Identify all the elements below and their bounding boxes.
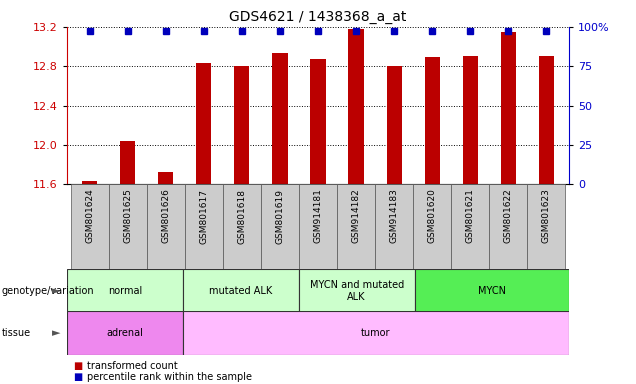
Text: GSM801626: GSM801626 (162, 189, 170, 243)
Bar (183, 269, 299, 313)
Bar (67, 269, 183, 313)
Bar (67, 311, 183, 355)
Bar (425, 57, 440, 184)
Bar (71, 184, 109, 269)
Text: GSM801625: GSM801625 (123, 189, 132, 243)
Text: GSM801624: GSM801624 (85, 189, 94, 243)
Bar (501, 32, 516, 184)
Text: transformed count: transformed count (87, 361, 178, 371)
Text: percentile rank within the sample: percentile rank within the sample (87, 372, 252, 382)
Bar (299, 269, 415, 313)
Text: GSM914181: GSM914181 (314, 189, 322, 243)
Text: GSM914183: GSM914183 (390, 189, 399, 243)
Text: MYCN and mutated
ALK: MYCN and mutated ALK (310, 280, 404, 302)
Text: GSM801622: GSM801622 (504, 189, 513, 243)
Bar (462, 56, 478, 184)
Text: mutated ALK: mutated ALK (209, 286, 272, 296)
Bar (109, 184, 147, 269)
Text: ■: ■ (73, 372, 83, 382)
Text: GSM801623: GSM801623 (542, 189, 551, 243)
Bar (310, 60, 326, 184)
Text: ►: ► (52, 286, 60, 296)
Text: GSM801620: GSM801620 (427, 189, 437, 243)
Bar (337, 184, 375, 269)
Bar (451, 184, 489, 269)
Bar (387, 66, 402, 184)
Bar (183, 311, 569, 355)
Text: ■: ■ (73, 361, 83, 371)
Bar (158, 172, 174, 184)
Bar (234, 66, 249, 184)
Bar (120, 141, 135, 184)
Bar (196, 63, 211, 184)
Bar (82, 181, 97, 184)
Text: GSM801621: GSM801621 (466, 189, 474, 243)
Text: tumor: tumor (361, 328, 391, 338)
Text: adrenal: adrenal (106, 328, 143, 338)
Text: GSM914182: GSM914182 (352, 189, 361, 243)
Text: ►: ► (52, 328, 60, 338)
Bar (349, 29, 364, 184)
Text: GSM801619: GSM801619 (275, 189, 284, 243)
Bar (147, 184, 185, 269)
Bar (299, 184, 337, 269)
Text: MYCN: MYCN (478, 286, 506, 296)
Text: normal: normal (107, 286, 142, 296)
Text: GSM801617: GSM801617 (199, 189, 209, 243)
Text: GDS4621 / 1438368_a_at: GDS4621 / 1438368_a_at (230, 10, 406, 23)
Text: genotype/variation: genotype/variation (1, 286, 94, 296)
Bar (261, 184, 299, 269)
Bar (375, 184, 413, 269)
Bar (413, 184, 451, 269)
Bar (223, 184, 261, 269)
Bar (527, 184, 565, 269)
Bar (489, 184, 527, 269)
Bar (539, 56, 554, 184)
Text: GSM801618: GSM801618 (237, 189, 246, 243)
Text: tissue: tissue (1, 328, 31, 338)
Bar (415, 269, 569, 313)
Bar (185, 184, 223, 269)
Bar (272, 53, 287, 184)
